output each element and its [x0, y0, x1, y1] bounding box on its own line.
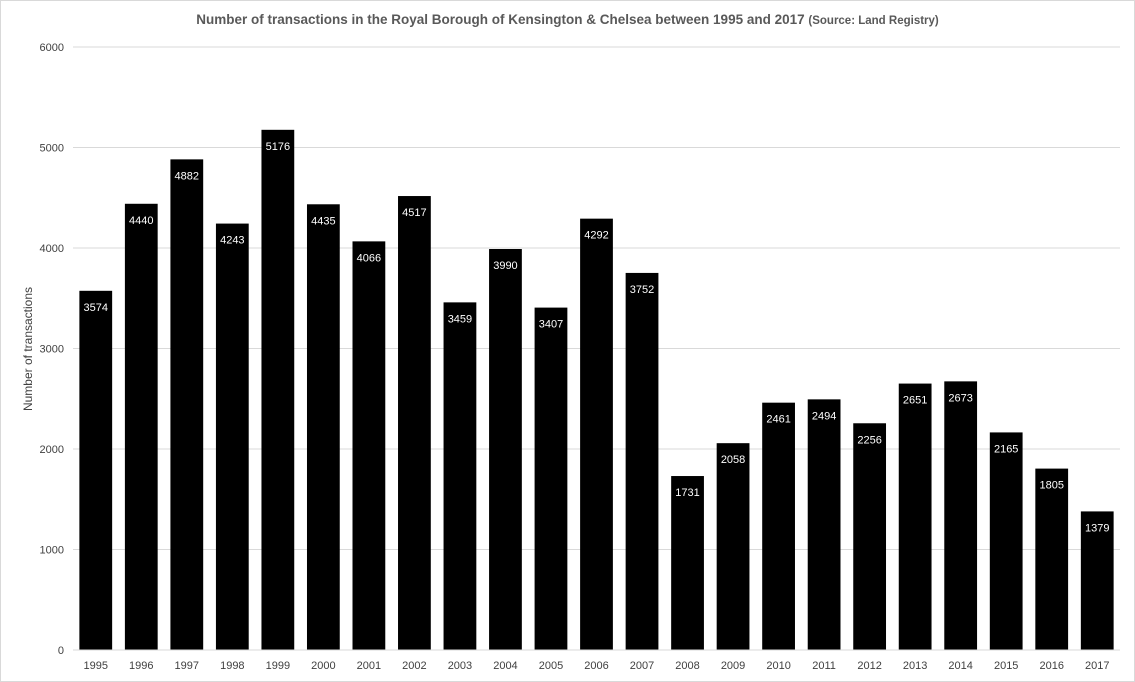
bar-2009	[716, 443, 750, 650]
bar-2005	[534, 307, 568, 650]
x-tick-label-2012: 2012	[857, 660, 881, 672]
bar-value-label-2004: 3990	[493, 260, 517, 272]
x-axis-ticks: 1995 1996 1997 1998 1999 2000 2001 2002 2003 2004…	[84, 660, 1110, 672]
y-tick-label: 3000	[40, 344, 64, 356]
y-tick-label: 4000	[40, 243, 64, 255]
y-tick-label: 5000	[40, 143, 64, 155]
bar-2001	[352, 241, 386, 650]
x-tick-label-2017: 2017	[1085, 660, 1109, 672]
bar-2004	[489, 249, 522, 650]
bar-value-label-2017: 1379	[1085, 522, 1109, 534]
x-tick-label-2011: 2011	[812, 660, 836, 672]
bar-2011	[807, 399, 841, 650]
bar-2015	[989, 432, 1023, 650]
bar-2012	[853, 423, 887, 650]
bar-value-label-1996: 4440	[129, 215, 153, 227]
x-tick-label-2009: 2009	[721, 660, 745, 672]
bars	[79, 129, 1114, 651]
bar-2013	[898, 383, 932, 650]
bar-value-label-2010: 2461	[766, 414, 790, 426]
x-tick-label-2006: 2006	[584, 660, 608, 672]
x-tick-label-1997: 1997	[175, 660, 199, 672]
chart-title-main: Number of transactions in the Royal Boro…	[196, 12, 805, 27]
x-tick-label-2000: 2000	[311, 660, 335, 672]
bar-2006	[580, 218, 613, 651]
bar-value-label-1997: 4882	[175, 170, 199, 182]
x-tick-label-2013: 2013	[903, 660, 927, 672]
bar-value-label-1995: 3574	[84, 302, 108, 314]
x-tick-label-2001: 2001	[357, 660, 381, 672]
chart-title: Number of transactions in the Royal Boro…	[0, 12, 1135, 27]
bar-1995	[79, 290, 113, 650]
bar-value-label-2011: 2494	[812, 410, 836, 422]
bar-2010	[762, 402, 795, 650]
x-tick-label-2016: 2016	[1039, 660, 1063, 672]
y-tick-label: 0	[58, 645, 64, 657]
bar-value-label-2009: 2058	[721, 454, 745, 466]
y-axis-ticks: 0 1000 2000 3000 4000 5000 6000	[40, 42, 64, 657]
x-tick-label-1998: 1998	[220, 660, 244, 672]
bar-1998	[215, 223, 249, 651]
bar-value-label-2008: 1731	[675, 487, 699, 499]
x-tick-label-1999: 1999	[266, 660, 290, 672]
x-tick-label-2015: 2015	[994, 660, 1018, 672]
x-tick-label-2010: 2010	[766, 660, 790, 672]
x-tick-label-2007: 2007	[630, 660, 654, 672]
bar-2003	[443, 302, 477, 650]
y-tick-label: 2000	[40, 444, 64, 456]
y-tick-label: 6000	[40, 42, 64, 54]
bar-2007	[625, 272, 659, 650]
bar-value-label-2015: 2165	[994, 443, 1018, 455]
bar-2017	[1080, 511, 1114, 650]
bar-value-label-2007: 3752	[630, 284, 654, 296]
bar-2008	[671, 476, 704, 650]
bar-2002	[398, 196, 431, 650]
x-tick-label-1996: 1996	[129, 660, 153, 672]
bar-value-label-2012: 2256	[857, 434, 881, 446]
bar-2016	[1035, 468, 1069, 650]
bar-1997	[170, 159, 204, 650]
x-tick-label-2004: 2004	[493, 660, 517, 672]
bar-value-label-1998: 4243	[220, 235, 244, 247]
y-tick-label: 1000	[40, 545, 64, 557]
bar-value-label-2014: 2673	[948, 392, 972, 404]
bar-value-label-2003: 3459	[448, 313, 472, 325]
x-tick-label-2014: 2014	[948, 660, 972, 672]
x-tick-label-2002: 2002	[402, 660, 426, 672]
bar-1999	[261, 129, 295, 650]
x-tick-label-2003: 2003	[448, 660, 472, 672]
bar-value-label-2000: 4435	[311, 215, 335, 227]
bar-value-label-2016: 1805	[1039, 480, 1063, 492]
bar-value-label-2005: 3407	[539, 319, 563, 331]
x-tick-label-1995: 1995	[84, 660, 108, 672]
bar-2014	[944, 381, 978, 650]
bar-value-label-2001: 4066	[357, 252, 381, 264]
bar-data-labels: 3574 4440 4882 4243 5176 4435 4066 4517 3459 3990…	[84, 141, 1110, 535]
chart-subtitle-source: (Source: Land Registry)	[808, 15, 939, 27]
bar-value-label-2002: 4517	[402, 207, 426, 219]
bar-value-label-1999: 5176	[266, 141, 290, 153]
bar-value-label-2013: 2651	[903, 395, 927, 407]
bar-value-label-2006: 4292	[584, 230, 608, 242]
x-tick-label-2005: 2005	[539, 660, 563, 672]
bar-2000	[306, 204, 340, 650]
bar-1996	[124, 203, 158, 650]
x-tick-label-2008: 2008	[675, 660, 699, 672]
